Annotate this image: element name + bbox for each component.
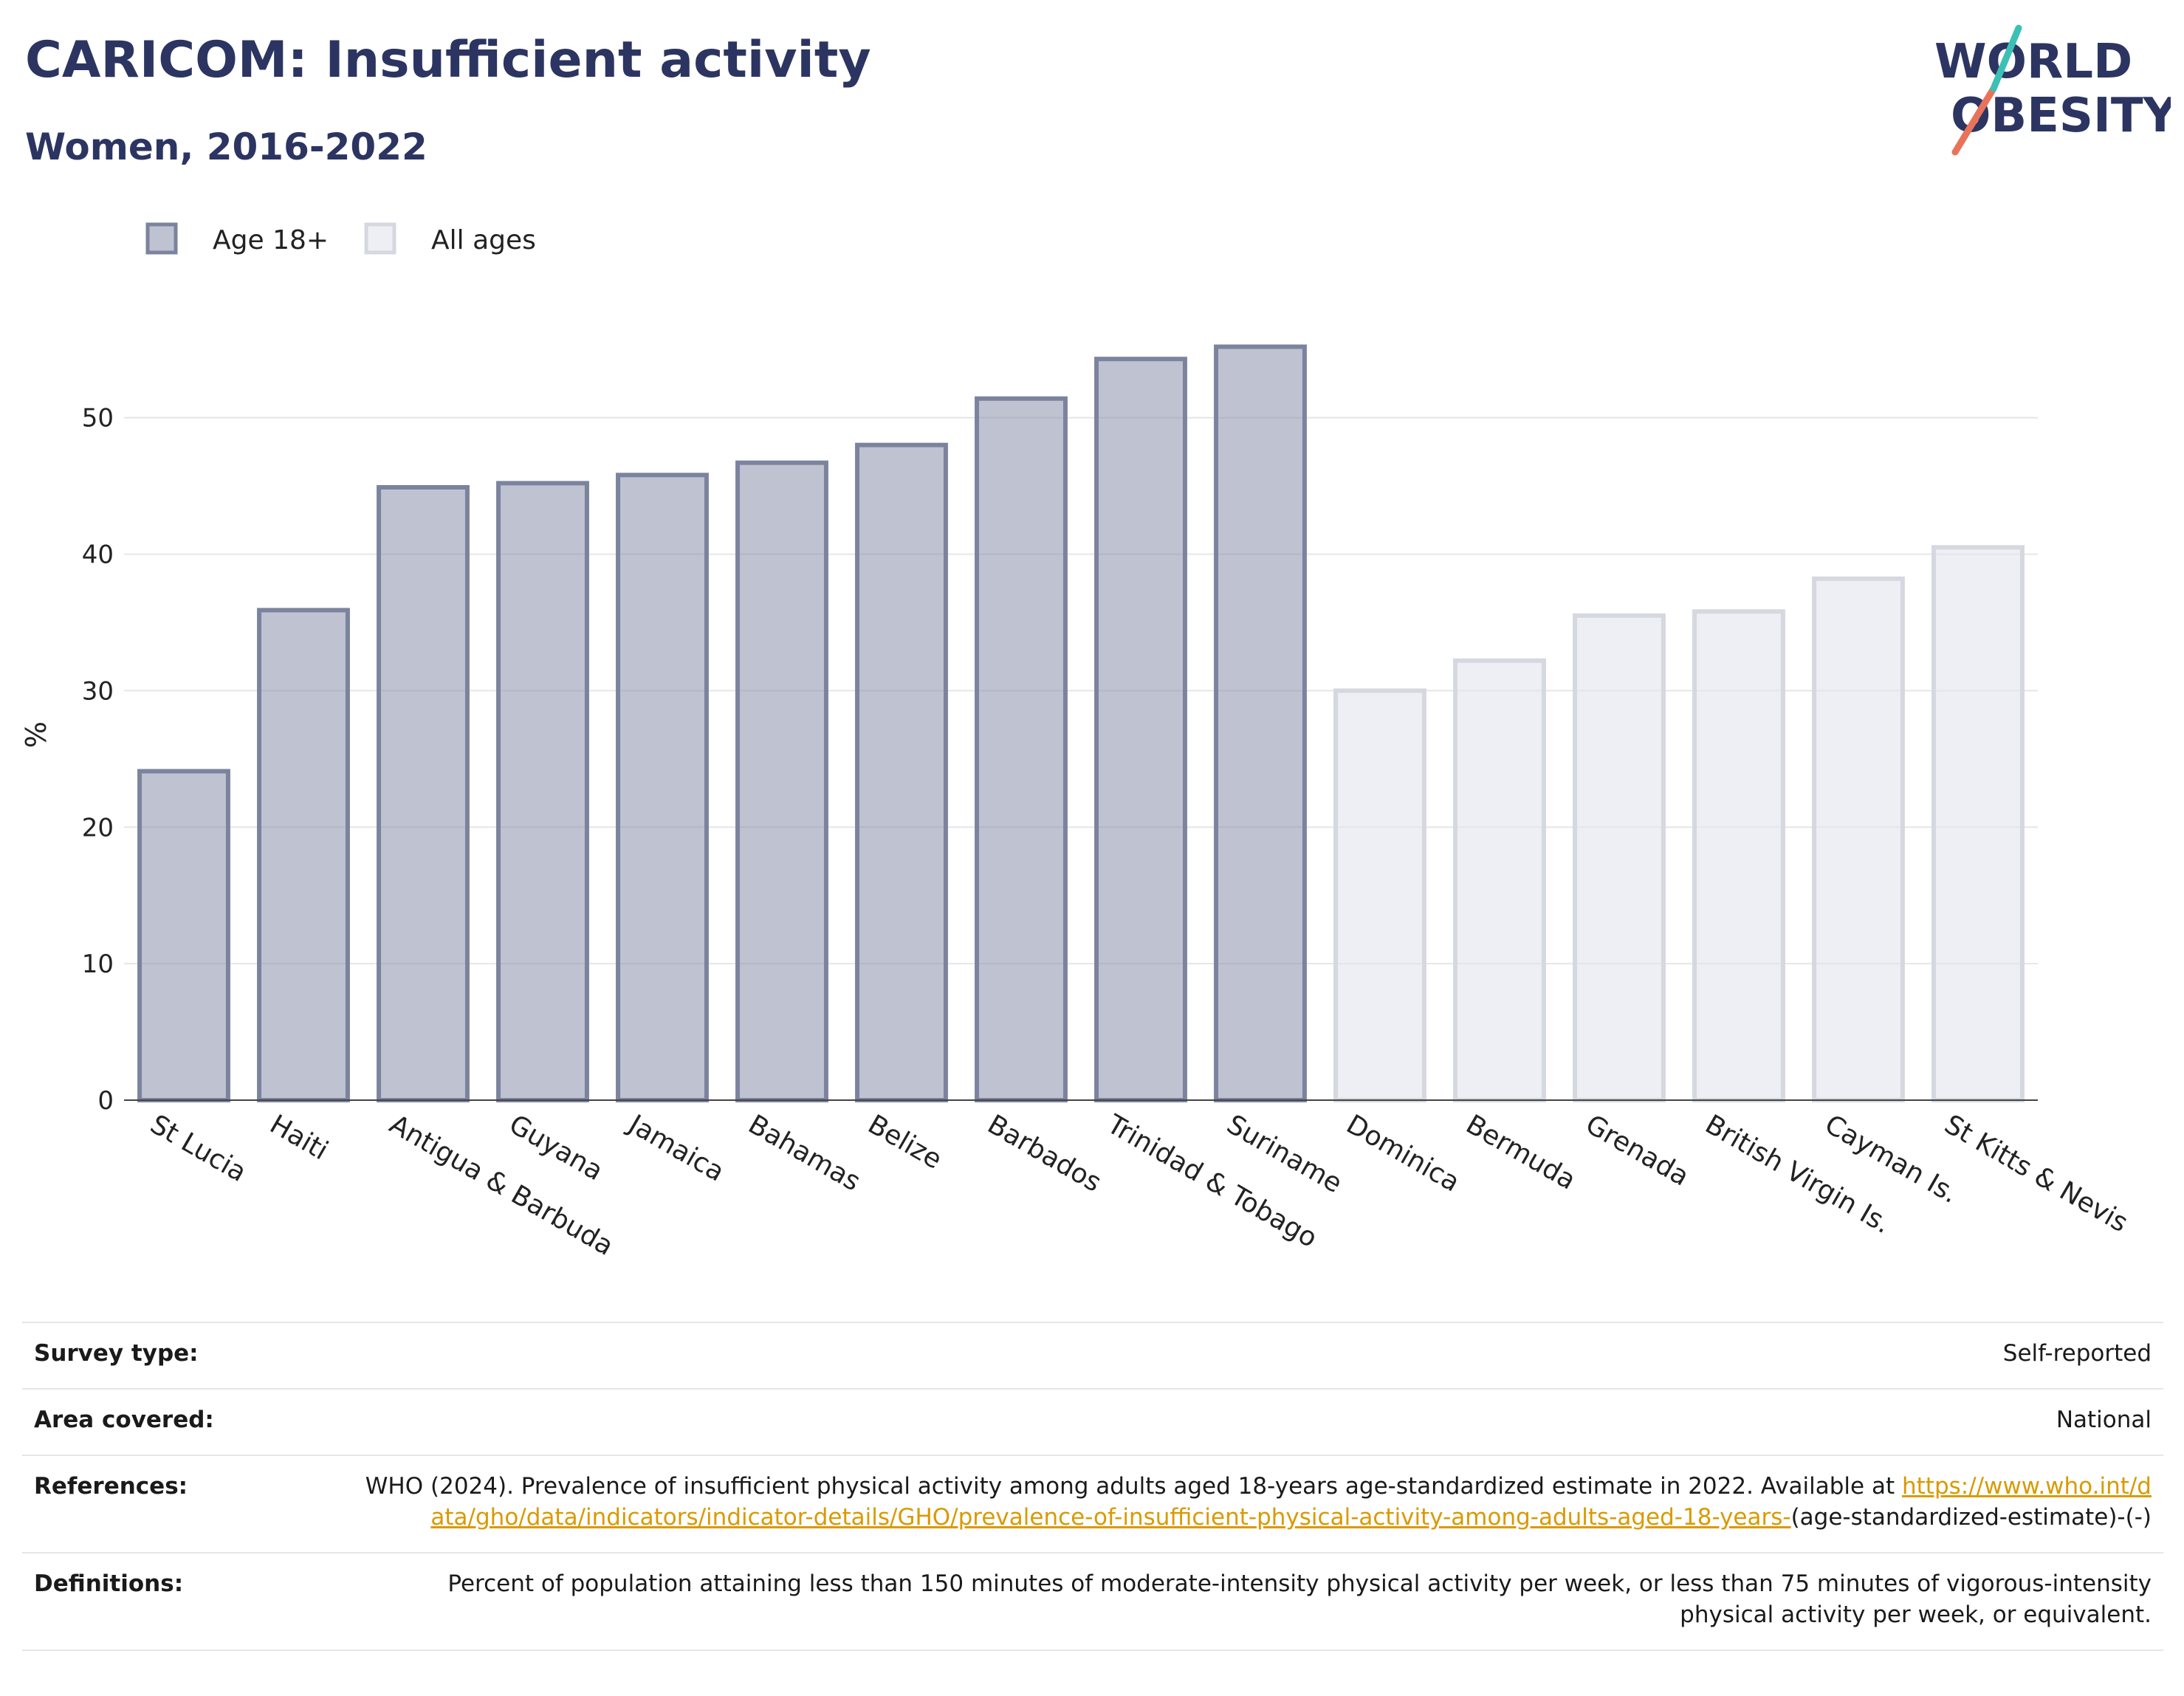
world-obesity-logo: WORLD OBESITY [1934, 24, 2171, 156]
references-text: WHO (2024). Prevalence of insufficient p… [365, 1473, 1895, 1500]
bar [137, 769, 230, 1102]
x-tick-label: Bermuda [1461, 1109, 1581, 1195]
bar [616, 473, 709, 1102]
x-tick-label: Dominica [1342, 1109, 1465, 1198]
x-tick-label: Jamaica [622, 1108, 729, 1187]
x-tick-label: Haiti [265, 1109, 334, 1166]
y-tick-label: 20 [82, 813, 114, 842]
bar [1094, 357, 1187, 1102]
y-tick-label: 40 [82, 540, 114, 570]
area-label: Area covered: [22, 1388, 341, 1456]
bar [1692, 609, 1785, 1102]
info-row-references: References: WHO (2024). Prevalence of in… [22, 1455, 2163, 1553]
legend-label: All ages [431, 225, 536, 255]
bar [1931, 545, 2025, 1102]
references-link[interactable]: https://www.who.int/data/gho/data/indica… [430, 1473, 2152, 1531]
y-axis-label: % [20, 721, 52, 748]
survey-type-value: Self-reported [341, 1322, 2163, 1390]
definitions-label: Definitions: [22, 1552, 341, 1651]
y-tick-label: 10 [82, 950, 114, 979]
bar [1333, 688, 1426, 1102]
references-label: References: [22, 1455, 341, 1553]
bar [1573, 613, 1666, 1102]
bar [1453, 658, 1546, 1102]
y-tick-label: 50 [82, 404, 114, 433]
area-value: National [341, 1388, 2163, 1456]
y-tick-label: 0 [97, 1086, 114, 1116]
bar [735, 460, 828, 1102]
x-tick-label: St Kitts & Nevis [1940, 1109, 2133, 1238]
bar [1812, 576, 1905, 1102]
definitions-value: Percent of population attaining less tha… [341, 1552, 2163, 1651]
bar [496, 481, 589, 1102]
bar [257, 608, 350, 1102]
legend-swatch [145, 222, 178, 255]
x-tick-label: Grenada [1581, 1109, 1694, 1192]
survey-type-label: Survey type: [22, 1322, 341, 1390]
bars [137, 344, 2025, 1102]
info-row-definitions: Definitions: Percent of population attai… [22, 1552, 2163, 1651]
bar [1214, 344, 1307, 1102]
bar [855, 442, 948, 1102]
references-value: WHO (2024). Prevalence of insufficient p… [341, 1455, 2163, 1553]
legend-swatch [364, 222, 396, 255]
chart-subtitle: Women, 2016-2022 [25, 126, 427, 168]
x-tick-label: Belize [863, 1109, 947, 1175]
bar [377, 484, 470, 1102]
x-tick-label: Guyana [504, 1109, 608, 1187]
y-tick-label: 30 [82, 676, 114, 706]
x-tick-label: Antigua & Barbuda [385, 1109, 619, 1262]
x-tick-label: Trinidad & Tobago [1102, 1109, 1322, 1254]
x-tick-label: Barbados [983, 1109, 1107, 1198]
x-tick-label: St Lucia [145, 1109, 252, 1188]
svg-text:WORLD: WORLD [1934, 35, 2132, 89]
x-tick-label: Bahamas [744, 1109, 866, 1197]
references-tail: (age-standardized-estimate)-(-) [1790, 1504, 2152, 1531]
info-row-area: Area covered: National [22, 1388, 2163, 1456]
info-row-survey-type: Survey type: Self-reported [22, 1322, 2163, 1390]
chart-title: CARICOM: Insufficient activity [25, 31, 871, 89]
legend: Age 18+ All ages [145, 222, 536, 255]
legend-label: Age 18+ [213, 225, 329, 255]
bar-chart: Age 18+ All ages 0 10 20 30 40 50% St Lucia Hait… [20, 222, 2133, 1262]
info-table: Survey type: Self-reported Area covered:… [22, 1322, 2163, 1651]
bar [975, 396, 1068, 1102]
